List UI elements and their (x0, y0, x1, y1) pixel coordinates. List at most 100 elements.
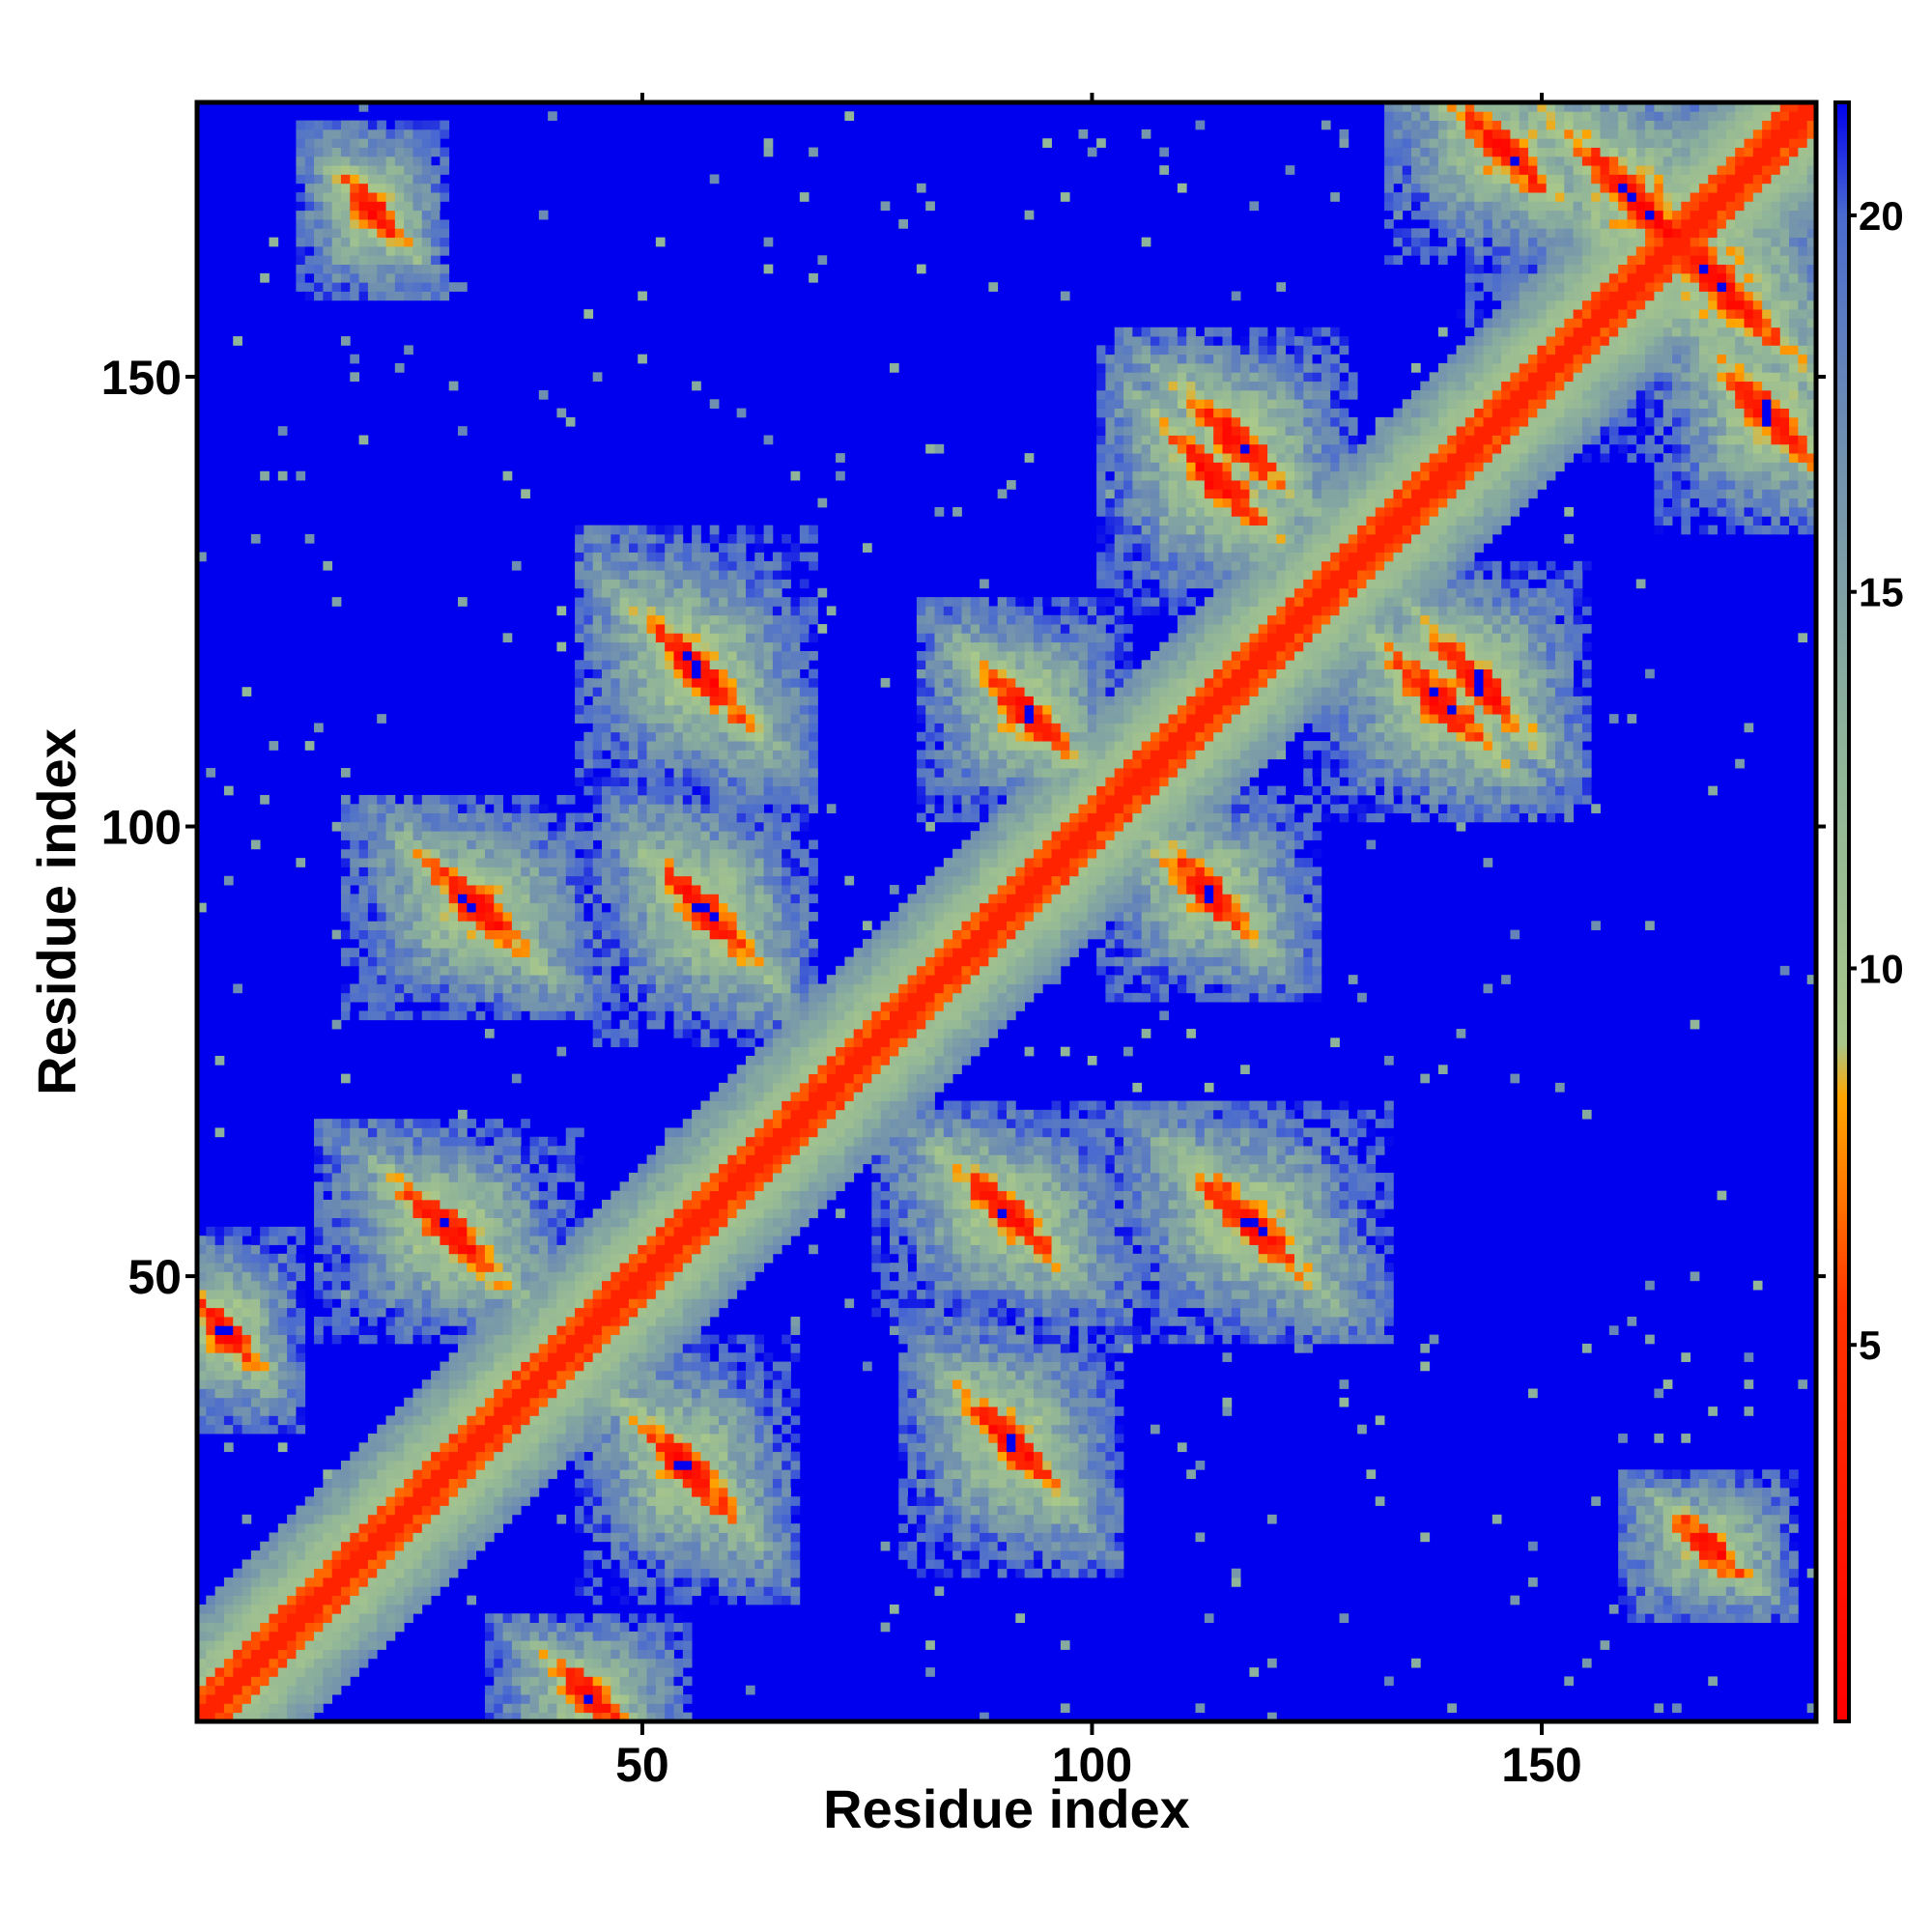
heatmap-cell (700, 543, 711, 553)
heatmap-cell (214, 1694, 225, 1704)
heatmap-cell (638, 1631, 647, 1641)
heatmap-cell (412, 210, 423, 220)
heatmap-cell (502, 1226, 513, 1236)
heatmap-cell (197, 1604, 207, 1614)
heatmap-cell (467, 1002, 477, 1011)
heatmap-cell (665, 1271, 674, 1282)
heatmap-cell (412, 1154, 423, 1165)
heatmap-cell (665, 1667, 674, 1677)
heatmap-cell (367, 929, 378, 940)
heatmap-cell (638, 1173, 647, 1182)
heatmap-cell (421, 948, 432, 957)
heatmap-cell (412, 183, 423, 193)
heatmap-cell (655, 992, 666, 1003)
heatmap-cell (475, 1290, 486, 1299)
heatmap-cell (619, 560, 630, 571)
heatmap-cell (638, 1541, 647, 1551)
heatmap-cell (511, 1712, 522, 1722)
heatmap-cell (628, 1298, 639, 1309)
heatmap-cell (565, 1010, 576, 1021)
heatmap-cell (646, 1424, 657, 1435)
heatmap-cell (611, 902, 621, 913)
heatmap-cell (458, 1290, 468, 1299)
heatmap-cell (548, 1451, 557, 1462)
heatmap-cell (529, 1622, 540, 1633)
heatmap-cell (250, 1253, 261, 1264)
heatmap-cell (448, 848, 459, 859)
heatmap-cell (673, 1514, 684, 1524)
heatmap-cell (287, 1649, 297, 1660)
heatmap-cell (602, 992, 611, 1003)
heatmap-cell (602, 1676, 611, 1687)
heatmap-cell (700, 723, 711, 733)
heatmap-cell (431, 965, 440, 976)
heatmap-cell (575, 750, 584, 760)
heatmap-cell (692, 1019, 701, 1030)
heatmap-cell (494, 1379, 503, 1389)
heatmap-cell (350, 156, 359, 166)
heatmap-cell (431, 921, 440, 931)
heatmap-cell (709, 1388, 720, 1399)
heatmap-cell (431, 1478, 440, 1489)
heatmap-cell (521, 1451, 530, 1462)
heatmap-cell (440, 894, 450, 904)
heatmap-cell (440, 1271, 450, 1282)
heatmap-cell (727, 687, 738, 696)
heatmap-cell (521, 1208, 530, 1218)
heatmap-cell (214, 1334, 225, 1345)
heatmap-cell (511, 1244, 522, 1255)
heatmap-cell (296, 1550, 306, 1560)
heatmap-cell (484, 1460, 495, 1470)
heatmap-cell (665, 804, 674, 813)
heatmap-cell (358, 1199, 369, 1209)
heatmap-cell (673, 614, 684, 625)
heatmap-cell (350, 1298, 359, 1309)
heatmap-cell (350, 1190, 359, 1201)
heatmap-cell (250, 1361, 261, 1372)
heatmap-cell (700, 1379, 711, 1389)
heatmap-cell (287, 1523, 297, 1533)
heatmap-cell (602, 1325, 611, 1336)
heatmap-cell (233, 1325, 242, 1336)
heatmap-cell (655, 1424, 666, 1435)
heatmap-cell (583, 750, 594, 760)
heatmap-cell (646, 965, 657, 976)
heatmap-cell (575, 812, 584, 823)
heatmap-cell (592, 1469, 603, 1479)
heatmap-cell (727, 831, 738, 840)
heatmap-cell (385, 1290, 396, 1299)
heatmap-cell (565, 965, 576, 976)
heatmap-cell (692, 1586, 701, 1597)
heatmap-cell (448, 1290, 459, 1299)
heatmap-cell (358, 1460, 369, 1470)
heatmap-cell (619, 1649, 630, 1660)
heatmap-cell (394, 1622, 405, 1633)
heatmap-cell (592, 992, 603, 1003)
heatmap-cell (692, 1208, 701, 1218)
heatmap-cell (358, 201, 369, 212)
heatmap-cell (502, 633, 513, 643)
heatmap-cell (628, 731, 639, 742)
heatmap-cell (269, 741, 279, 751)
heatmap-cell (611, 1029, 621, 1038)
heatmap-cell (575, 921, 584, 931)
heatmap-cell (521, 912, 530, 922)
heatmap-cell (242, 1298, 252, 1309)
heatmap-cell (377, 965, 386, 976)
heatmap-cell (602, 1487, 611, 1497)
heatmap-cell (350, 1604, 359, 1614)
heatmap-cell (467, 1352, 477, 1362)
heatmap-cell (673, 1523, 684, 1533)
heatmap-cell (673, 902, 684, 913)
heatmap-cell (548, 1181, 557, 1192)
heatmap-cell (494, 1505, 503, 1516)
heatmap-cell (692, 956, 701, 967)
heatmap-cell (458, 839, 468, 850)
heatmap-cell (223, 1253, 234, 1264)
heatmap-cell (583, 992, 594, 1003)
heatmap-cell (250, 1352, 261, 1362)
heatmap-cell (350, 804, 359, 813)
heatmap-cell (367, 848, 378, 859)
heatmap-cell (511, 1505, 522, 1516)
heatmap-cell (628, 1226, 639, 1236)
